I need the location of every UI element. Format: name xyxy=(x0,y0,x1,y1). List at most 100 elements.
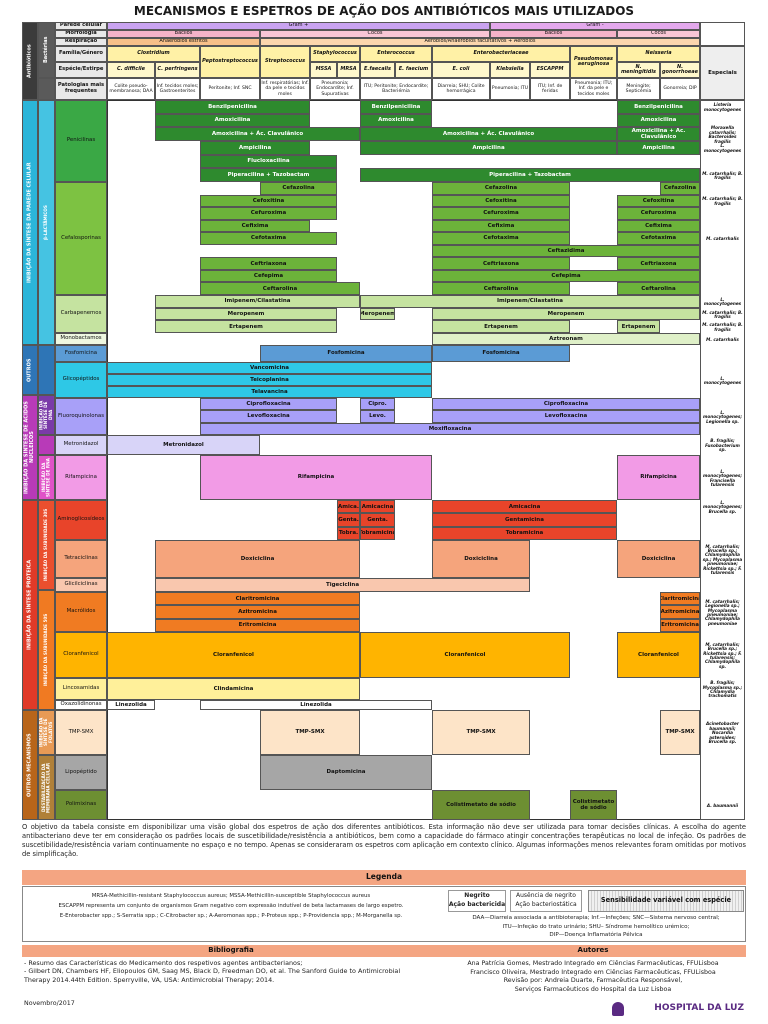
drug-bar: Cloranfenicol xyxy=(360,632,570,678)
drug-bar: Doxiciclina xyxy=(432,540,530,578)
drug-bar: Claritromicina xyxy=(155,592,360,606)
header-row-label: Respiração xyxy=(55,38,107,46)
drug-bar: Tigeciclina xyxy=(155,578,530,592)
special-organism: M. catarrhalis xyxy=(706,236,739,242)
header-cell: Gonorreia; DIP xyxy=(660,78,700,100)
drug-bar: Doxiciclina xyxy=(155,540,360,578)
drug-class: Fosfomicina xyxy=(55,345,107,362)
drug-bar: Piperacilina + Tazobactam xyxy=(200,168,337,182)
drug-bar: Cloranfenicol xyxy=(617,632,700,678)
drug-bar: Gentamicina xyxy=(432,513,617,527)
header-cell: Pneumonia; Endocardite; Inf. Supurativas xyxy=(310,78,360,100)
antibioticos-band: Antibióticos xyxy=(22,22,38,100)
drug-bar: Claritromicina xyxy=(660,592,700,606)
drug-bar: Amoxicilina + Ác. Clavulânico xyxy=(155,127,360,141)
abbreviation: MRSA-Methicillin-resistant Staphylococcu… xyxy=(91,893,371,899)
drug-class: Oxazolidinonas xyxy=(55,700,107,710)
header-cell: Cocos xyxy=(260,30,490,38)
special-organism: M. catarrhalis; Brucella sp.; Rickettsia… xyxy=(703,641,742,669)
especiais-top xyxy=(700,22,745,46)
acronym: DAA—Diarreia associada a antibioterapia;… xyxy=(472,915,720,921)
drug-bar: Cefuroxima xyxy=(432,207,570,220)
header-row-label: Família/Género xyxy=(55,46,107,62)
header-cell: Neisseria xyxy=(617,46,700,62)
drug-bar: Rifampicina xyxy=(617,455,700,500)
drug-class: Fluoroquinolonas xyxy=(55,398,107,435)
drug-bar: Benzilpenicilina xyxy=(360,100,432,114)
header-cell: E. coli xyxy=(432,62,490,78)
header-cell: Cocos xyxy=(617,30,700,38)
acronym: ITU—Infeção do trato urinário; SHU– Sínd… xyxy=(502,923,690,930)
drug-bar: Clindamicina xyxy=(107,678,360,700)
drug-bar: Eritromicina xyxy=(660,618,700,632)
drug-bar: Ceftriaxona xyxy=(617,257,700,270)
drug-bar: Aztreonam xyxy=(432,333,700,345)
header-cell: MRSA xyxy=(337,62,360,78)
drug-bar: Linezolida xyxy=(200,700,432,710)
drug-bar: Ampicilina xyxy=(360,141,617,155)
drug-bar: Moxifloxacina xyxy=(200,422,700,435)
drug-class: Lipopéptido xyxy=(55,755,107,790)
special-organism: M. catarrhalis xyxy=(706,336,739,342)
drug-bar: Ampicilina xyxy=(200,141,310,155)
drug-bar: Levofloxacina xyxy=(432,410,700,423)
drug-bar: Flucloxacilina xyxy=(200,154,337,169)
subsection-band: INIBIÇÃO DA SÍNTESE DE RNA xyxy=(38,455,55,500)
drug-bar: Amoxicilina + Ác. Clavulânico xyxy=(360,127,617,141)
drug-bar: Ceftarolina xyxy=(200,282,360,295)
header-cell: Gram + xyxy=(107,22,490,30)
drug-bar: Daptomicina xyxy=(260,755,432,790)
header-cell: N. gonorrhoeae xyxy=(660,62,700,78)
drug-class: Aminoglicosídeos xyxy=(55,500,107,540)
section-band: INIBIÇÃO DA SÍNTESE DA PAREDE CELULAR xyxy=(22,100,38,345)
legend-desc: Ação bacteriostática xyxy=(515,901,577,908)
header-cell: Peptostreptococcus xyxy=(200,46,260,78)
drug-bar: Cefixima xyxy=(432,219,570,233)
drug-bar: Piperacilina + Tazobactam xyxy=(360,168,700,182)
drug-bar: Eritromicina xyxy=(155,618,360,632)
author-line: Serviços Farmacêuticos do Hospital da Lu… xyxy=(514,985,672,993)
header-cell: E. faecium xyxy=(395,62,432,78)
drug-bar: Ceftarolina xyxy=(432,282,570,295)
drug-bar: Tobramicina xyxy=(360,526,395,540)
bibliography: - Resumo das Características do Medicame… xyxy=(24,959,424,984)
drug-bar: Meropenem xyxy=(360,307,395,321)
drug-bar: TMP-SMX xyxy=(660,710,700,755)
header-cell: C. perfringens xyxy=(155,62,200,78)
drug-class: Lincosamidas xyxy=(55,678,107,700)
drug-bar: Amoxicilina xyxy=(617,113,700,128)
legend-key xyxy=(448,890,506,912)
special-organism: Listeria monocytogenes xyxy=(703,102,742,112)
drug-bar: Telavancina xyxy=(107,386,432,398)
abbreviation: E-Enterobacter spp.; S-Serratia spp.; C-… xyxy=(59,913,403,919)
drug-bar: Genta. xyxy=(337,513,360,527)
author-line: Revisão por: Andreia Duarte, Farmacêutic… xyxy=(503,977,683,984)
drug-bar: Colistimetato de sódio xyxy=(570,790,617,820)
drug-bar: Fosfomicina xyxy=(260,345,432,362)
drug-bar: Imipenem/Cilastatina xyxy=(360,295,700,308)
authors-title: Autores xyxy=(440,945,746,957)
abbreviation: ESCAPPM representa um conjunto de organi… xyxy=(58,903,404,909)
subsection-band: DESTABILIZAÇÃO DA MEMBRANA CELULAR xyxy=(38,755,55,820)
drug-class: Macrólidos xyxy=(55,592,107,632)
special-organism: B. fragilis; Mycoplasma sp.; Chlamydia t… xyxy=(702,680,743,699)
logo-mark xyxy=(612,1002,624,1016)
header-cell: Diarreia; SHU; Colite hemorrágica xyxy=(432,78,490,100)
subsection-band: β-LACTÂMICOS xyxy=(38,100,55,345)
drug-class: Carbapenemos xyxy=(55,295,107,333)
header-cell: Enterobacteriaceae xyxy=(432,46,570,62)
special-organism: L. monocytogenes xyxy=(703,143,742,153)
drug-bar: Tobra. xyxy=(337,526,360,540)
drug-bar: Rifampicina xyxy=(200,455,432,500)
bibliography-item: - Resumo das Características do Medicame… xyxy=(24,959,303,967)
drug-class: Tetraciclinas xyxy=(55,540,107,578)
drug-bar: Meropenem xyxy=(155,307,337,321)
drug-bar: Cefazolina xyxy=(432,182,570,195)
special-organism: Acinetobacter baumannii; Nocardia astero… xyxy=(706,721,739,745)
drug-bar: Cefotaxima xyxy=(617,232,700,245)
special-organism: M. catarrhalis; Legionella sp.; Mycoplas… xyxy=(705,599,740,626)
drug-bar: Cefuroxima xyxy=(200,207,337,220)
subsection-filler xyxy=(38,435,55,455)
drug-bar: Fosfomicina xyxy=(432,345,570,362)
drug-bar: Ertapenem xyxy=(432,320,570,333)
